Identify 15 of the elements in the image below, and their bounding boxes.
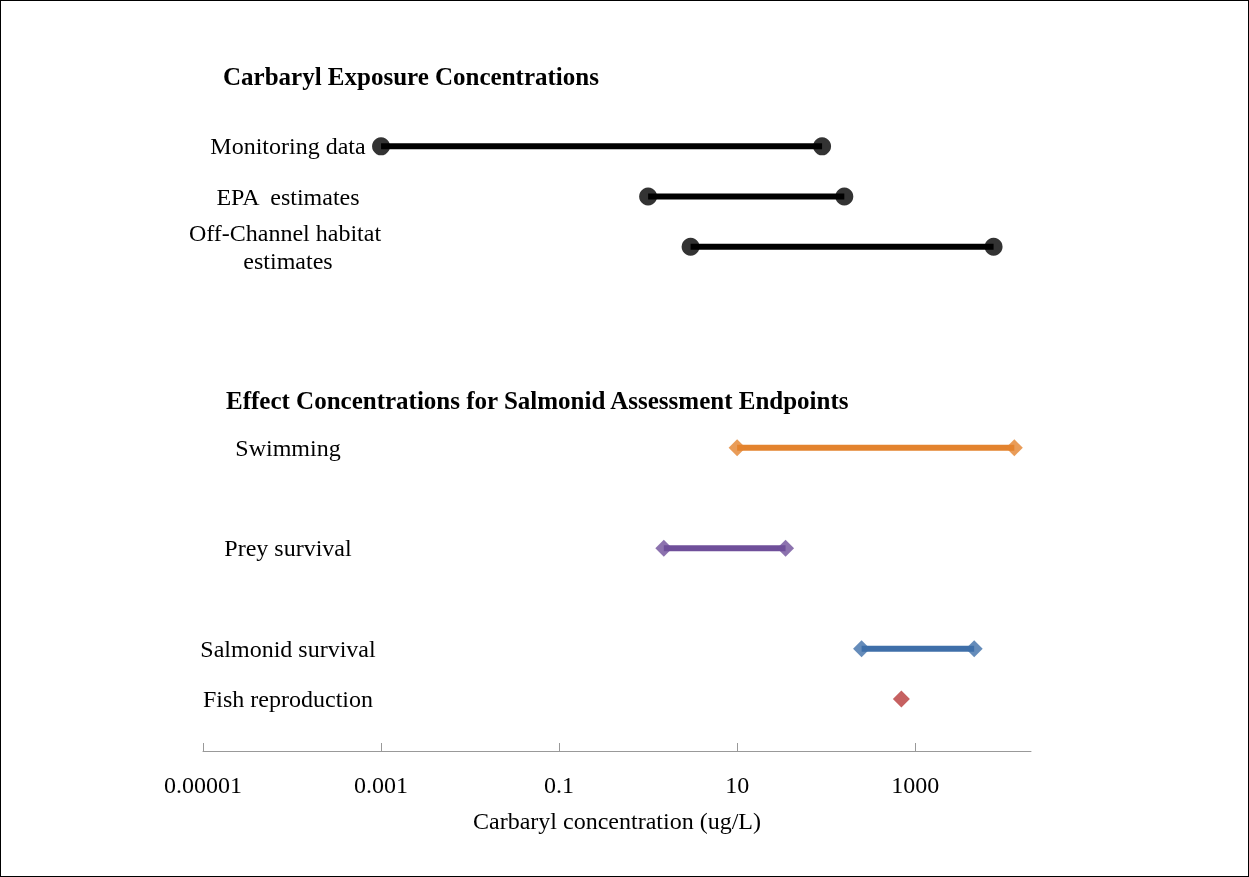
x-tick-label: 1000 xyxy=(891,772,940,798)
y-tick-label: Fish reproduction xyxy=(203,685,373,712)
y-tick-label: EPA estimates xyxy=(216,183,360,210)
y-tick-label: Monitoring data xyxy=(210,133,366,160)
x-tick-label: 0.001 xyxy=(354,772,409,798)
y-tick-label: Prey survival xyxy=(224,535,352,562)
annotation: Carbaryl Exposure Concentrations xyxy=(223,63,600,91)
annotation: Effect Concentrations for Salmonid Assessment Endpoints xyxy=(226,386,849,414)
y-tick-label: Off-Channel habitat estimates xyxy=(188,219,388,274)
x-tick-label: 10 xyxy=(725,772,750,798)
y-tick-label: Salmonid survival xyxy=(200,635,376,662)
y-tick-label: Swimming xyxy=(235,434,341,461)
x-axis-title: Carbaryl concentration (ug/L) xyxy=(473,808,761,834)
x-tick-label: 0.1 xyxy=(544,772,575,798)
x-tick-label: 0.00001 xyxy=(164,772,242,798)
